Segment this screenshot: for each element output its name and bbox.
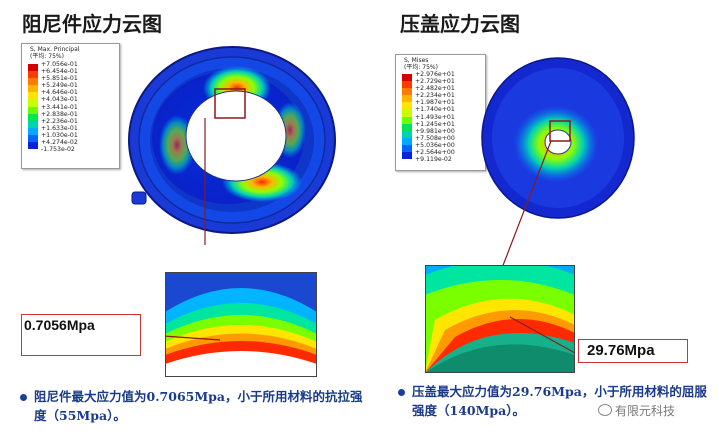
- damper-conclusion-text: 阻尼件最大应力值为0.7065Mpa，小于所用材料的抗拉强度（55Mpa）。: [34, 389, 363, 423]
- legend-value: +1.030e-01: [41, 131, 78, 139]
- damper-zoom-region: [214, 88, 246, 119]
- legend-swatch: [402, 116, 412, 124]
- legend-value: +2.976e+01: [415, 71, 455, 78]
- legend-value: +1.633e-01: [41, 124, 78, 132]
- bullet-dot: [20, 394, 27, 401]
- legend-values: +2.976e+01 +2.729e+01 +2.482e+01 +2.234e+01…: [415, 71, 455, 163]
- legend-value: +9.981e+00: [415, 127, 455, 135]
- legend-value: +2.234e+01: [415, 92, 455, 100]
- damper-contour-plot: [128, 46, 336, 245]
- legend-swatch: [402, 74, 412, 82]
- legend-swatch: [402, 137, 412, 145]
- legend-swatch: [28, 64, 38, 72]
- legend-swatch: [402, 130, 412, 138]
- legend-value: +2.564e+00: [415, 149, 455, 157]
- legend-swatch: [402, 109, 412, 117]
- damper-max-stress-callout: 0.7056Mpa: [21, 314, 141, 356]
- legend-swatch: [28, 99, 38, 107]
- legend-swatch: [28, 85, 38, 93]
- legend-value: +5.036e+00: [415, 141, 455, 149]
- legend-swatch: [402, 152, 412, 160]
- legend-value: +6.454e-01: [41, 68, 78, 76]
- cap-zoom-view: [425, 265, 575, 373]
- right-figure-title: 压盖应力云图: [400, 12, 520, 36]
- legend-value: +1.245e+01: [415, 120, 455, 128]
- legend-swatch: [28, 106, 38, 114]
- legend-color-bar: [28, 64, 38, 150]
- legend-value: +1.493e+01: [415, 113, 455, 121]
- legend-swatch: [28, 78, 38, 86]
- legend-swatch: [402, 88, 412, 96]
- legend-value: +5.249e-01: [41, 82, 78, 90]
- legend-swatch: [402, 123, 412, 131]
- legend-color-bar: [402, 74, 412, 160]
- cap-center-hole: [544, 129, 572, 155]
- legend-swatch: [28, 142, 38, 150]
- legend-values: +7.056e-01 +6.454e-01 +5.851e-01 +5.249e-01…: [41, 61, 78, 153]
- cap-zoom-region: [549, 120, 571, 142]
- legend-value: +1.740e+01: [415, 106, 455, 114]
- legend-value: +2.482e+01: [415, 85, 455, 93]
- cap-conclusion-text: 压盖最大应力值为29.76Mpa，小于所用材料的屈服强度（140Mpa）。: [412, 384, 707, 418]
- legend-title: S, Max. Principal: [30, 46, 80, 53]
- legend-swatch: [28, 71, 38, 79]
- watermark: 有限元科技: [598, 402, 675, 419]
- legend-swatch: [28, 120, 38, 128]
- legend-subtitle: (平均: 75%): [404, 64, 438, 71]
- legend-value: +5.851e-01: [41, 75, 78, 83]
- legend-swatch: [28, 134, 38, 143]
- legend-value: +2.236e-01: [41, 117, 78, 125]
- legend-value: +4.043e-01: [41, 96, 78, 104]
- legend-swatch: [402, 102, 412, 110]
- legend-value: +4.274e-02: [41, 139, 78, 147]
- cap-max-stress-callout: 29.76Mpa: [578, 339, 688, 363]
- legend-swatch: [28, 92, 38, 100]
- legend-value: +9.119e-02: [415, 156, 452, 164]
- legend-value: +7.508e+00: [415, 134, 455, 142]
- legend-swatch: [402, 95, 412, 103]
- left-stress-legend: S, Max. Principal (平均: 75%) +7.056e-01 +6…: [21, 43, 120, 169]
- legend-swatch: [28, 113, 38, 121]
- damper-zoom-view: [165, 272, 317, 377]
- legend-subtitle: (平均: 75%): [30, 53, 64, 60]
- legend-swatch: [402, 81, 412, 89]
- legend-value: +4.646e-01: [41, 89, 78, 97]
- cap-contour-plot: [481, 57, 635, 268]
- legend-value: +1.987e+01: [415, 99, 455, 107]
- legend-swatch: [28, 127, 38, 135]
- legend-value: -1.753e-02: [41, 146, 75, 154]
- watermark-text: 有限元科技: [615, 404, 676, 418]
- damper-center-hole: [185, 90, 287, 182]
- bullet-dot: [398, 389, 405, 396]
- legend-title: S, Mises: [404, 57, 429, 64]
- legend-value: +7.056e-01: [41, 61, 78, 68]
- legend-swatch: [402, 144, 412, 153]
- wechat-icon: [598, 404, 612, 416]
- legend-value: +2.838e-01: [41, 110, 78, 118]
- legend-value: +2.729e+01: [415, 78, 455, 86]
- legend-value: +3.441e-01: [41, 103, 78, 111]
- right-stress-legend: S, Mises (平均: 75%) +2.976e+01 +2.729e+01 +…: [395, 54, 486, 171]
- left-figure-title: 阻尼件应力云图: [22, 12, 162, 36]
